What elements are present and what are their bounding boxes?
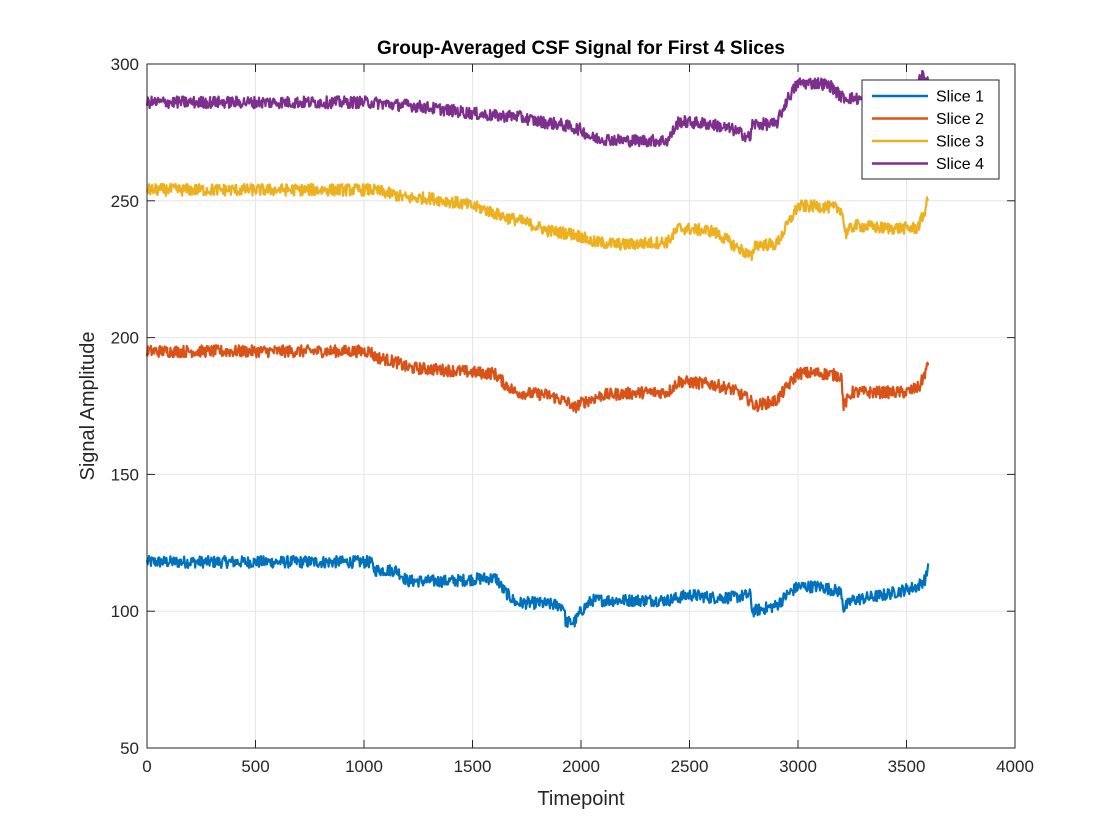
series-layer	[145, 69, 930, 628]
y-tick-label: 200	[111, 329, 139, 348]
legend: Slice 1 Slice 2 Slice 3 Slice 4	[861, 79, 1000, 180]
series-line-2	[145, 344, 930, 414]
x-axis-title: Timepoint	[537, 788, 625, 810]
legend-label: Slice 3	[936, 134, 984, 151]
x-tick-label: 3000	[779, 757, 817, 776]
x-tick-label: 2500	[671, 757, 709, 776]
x-tick-label: 4000	[996, 757, 1034, 776]
x-tick-label: 500	[241, 757, 269, 776]
y-tick-label: 250	[111, 192, 139, 211]
y-tick-label: 50	[120, 739, 139, 758]
y-tick-label: 100	[111, 602, 139, 621]
y-tick-label: 150	[111, 465, 139, 484]
legend-label: Slice 4	[936, 156, 984, 173]
y-axis-ticks: 50 100 150 200 250 300	[111, 55, 1015, 758]
x-tick-label: 1500	[454, 757, 492, 776]
x-tick-label: 0	[142, 757, 151, 776]
y-axis-title: Signal Amplitude	[77, 332, 99, 481]
y-tick-label: 300	[111, 55, 139, 74]
legend-label: Slice 2	[936, 111, 984, 128]
x-tick-label: 3500	[888, 757, 926, 776]
series-line-4	[145, 69, 930, 148]
series-line-1	[145, 554, 930, 628]
series-line-3	[145, 182, 930, 262]
x-axis-ticks: 0 500 1000 1500 2000 2500 3000 3500 4000	[142, 64, 1034, 776]
legend-label: Slice 1	[936, 89, 984, 106]
chart-title: Group-Averaged CSF Signal for First 4 Sl…	[377, 38, 785, 59]
x-tick-label: 2000	[562, 757, 600, 776]
x-tick-label: 1000	[345, 757, 383, 776]
